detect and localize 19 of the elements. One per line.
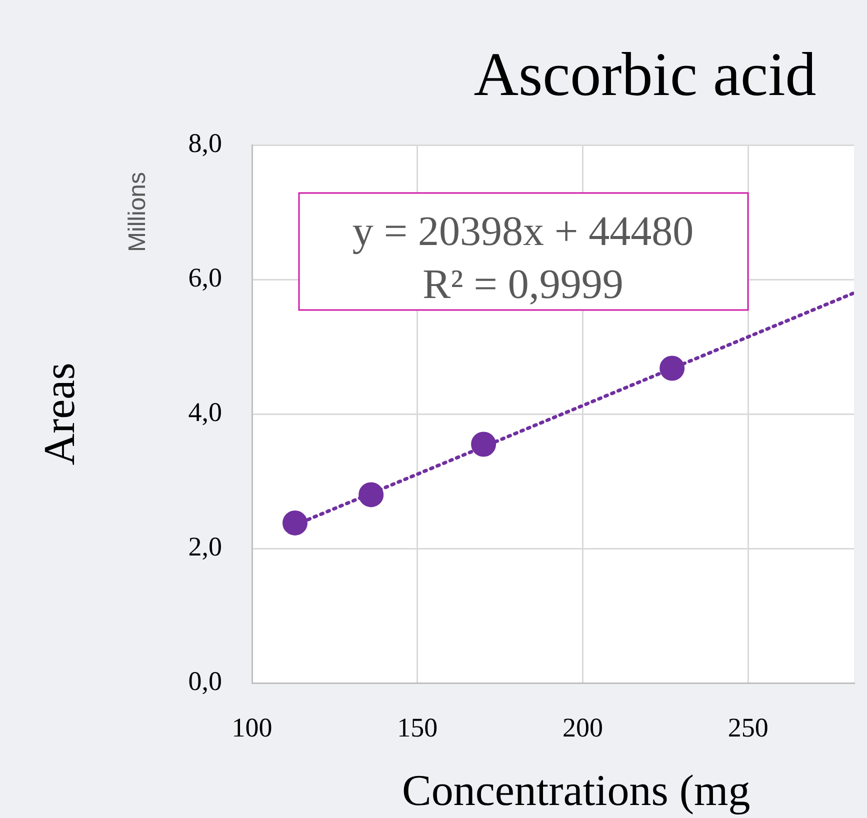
x-axis-title: Concentrations (mg (402, 766, 750, 815)
x-tick-label: 100 (232, 712, 272, 742)
point (282, 510, 308, 536)
point (660, 356, 685, 381)
chart-title: Ascorbic acid (474, 41, 816, 109)
y-tick-label: 8,0 (188, 128, 222, 158)
y-tick-label: 4,0 (188, 397, 222, 428)
x-tick-label: 200 (562, 712, 604, 742)
y-tick-label: 6,0 (188, 262, 222, 293)
x-tick-label: 150 (397, 712, 438, 742)
y-axis-title: Areas (35, 362, 84, 466)
point (358, 482, 384, 508)
annotation: y = 20398x + 44480 (352, 209, 694, 255)
x-tick-label: 250 (728, 712, 768, 742)
annotation: R² = 0,9999 (422, 262, 624, 308)
point (471, 432, 496, 457)
y-tick-label: 0,0 (188, 666, 222, 696)
y-tick-label: 2,0 (188, 532, 222, 562)
text: Millions (124, 172, 151, 252)
